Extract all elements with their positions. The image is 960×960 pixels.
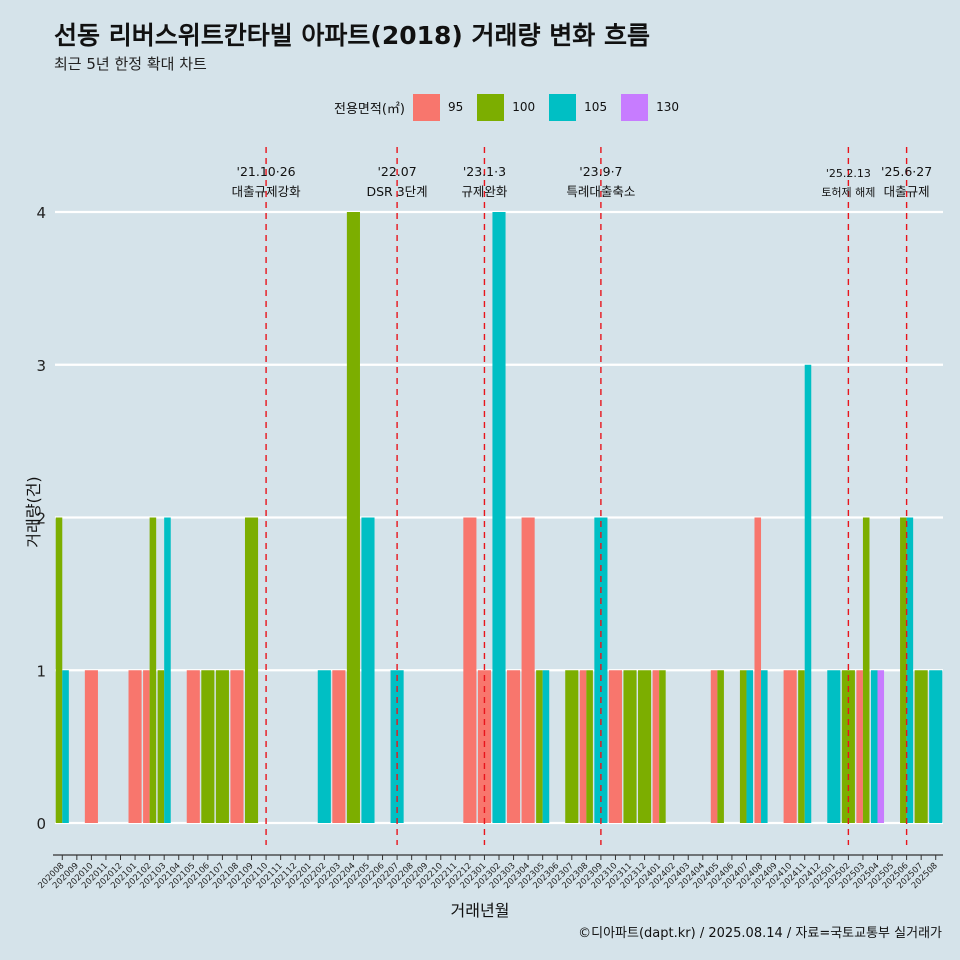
legend-key-105 [549,93,577,121]
bar-202008-105 [62,670,69,823]
bar-202103-100 [157,670,165,823]
bar-202205-105 [361,517,375,823]
bar-202308-100 [586,670,593,823]
event-date-202207: '22.07 [377,164,416,179]
bar-202503-100 [862,517,870,823]
bar-202408-105 [761,670,768,823]
bar-202212-95 [463,517,477,823]
event-date-202502: '25.2.13 [826,167,871,180]
bar-202411-105 [804,364,812,823]
event-label-202110: 대출규제강화 [232,184,302,199]
bar-202303-95 [507,670,521,823]
bar-202311-100 [623,670,637,823]
bar-202202-105 [317,670,331,823]
event-date-202506: '25.6·27 [881,164,932,179]
bar-202411-100 [798,670,805,823]
bar-202508-105 [929,670,943,823]
bar-202405-100 [717,670,724,823]
legend-title: 전용면적(㎡) [334,101,405,117]
bar-202101-95 [128,670,142,823]
legend-label-100: 100 [512,100,536,114]
y-tick-label-0: 0 [36,815,46,833]
bar-202407-105 [746,670,754,823]
event-label-202207: DSR 3단계 [367,184,428,199]
bar-202103-105 [164,517,171,823]
event-date-202309: '23.9·7 [579,164,622,179]
y-tick-label-4: 4 [36,204,46,222]
bar-202203-95 [332,670,346,823]
bar-202310-95 [608,670,623,823]
bar-202504-105 [870,670,878,823]
bar-202405-95 [710,670,718,823]
bar-202102-100 [149,517,157,823]
bar-202307-100 [565,670,579,823]
bar-202107-100 [215,670,229,823]
chart-subtitle: 최근 5년 한정 확대 차트 [54,55,207,73]
legend-label-105: 105 [584,100,608,114]
legend-label-130: 130 [656,100,679,114]
legend-label-95: 95 [447,100,464,114]
bar-202308-95 [579,670,587,823]
bar-202506-105 [906,517,914,823]
bar-202309-105 [594,517,608,823]
event-label-202506: 대출규제 [884,184,930,199]
legend-item-130: 130 [621,93,679,121]
bar-202506-100 [900,517,907,823]
legend-item-100: 100 [477,93,536,121]
bar-202305-100 [536,670,543,823]
event-date-202110: '21.10·26 [237,164,296,179]
bar-202106-100 [201,670,215,823]
bar-202504-130 [877,670,885,823]
y-axis-label: 거래량(건) [24,476,43,548]
bar-202105-95 [186,670,200,823]
y-tick-label-2: 2 [36,510,46,528]
chart-title: 선동 리버스위트칸타빌 아파트(2018) 거래량 변화 흐름 [54,21,650,50]
x-axis-label: 거래년월 [450,901,510,920]
bar-202401-95 [652,670,660,823]
bar-202108-95 [230,670,244,823]
bar-202503-95 [856,670,863,823]
y-tick-label-3: 3 [36,357,46,375]
bar-202204-100 [346,212,360,823]
event-label-202309: 특례대출축소 [566,184,635,199]
bar-202401-100 [659,670,666,823]
bar-202010-95 [84,670,98,823]
bar-202407-100 [739,670,747,823]
bar-202408-95 [754,517,762,823]
event-label-202301: 규제완화 [461,184,508,199]
legend-key-95 [412,93,440,121]
bar-202305-105 [542,670,550,823]
bar-202302-105 [492,212,506,823]
legend-item-95: 95 [412,93,464,121]
bar-202501-105 [827,670,841,823]
bar-202102-95 [143,670,150,823]
bar-202304-95 [521,517,535,823]
bar-202008-100 [55,517,63,823]
bar-202109-100 [244,517,259,823]
y-tick-label-1: 1 [36,662,46,680]
legend-item-105: 105 [549,93,608,121]
legend-key-130 [621,93,649,121]
bar-202312-100 [638,670,652,823]
event-date-202301: '23.1·3 [463,164,506,179]
bar-202410-95 [783,670,797,823]
legend: 전용면적(㎡) 95 100 105 130 [334,93,693,121]
bar-202507-100 [914,670,928,823]
source-caption: ©디아파트(dapt.kr) / 2025.08.14 / 자료=국토교통부 실… [578,926,942,941]
legend-key-100 [477,93,505,121]
event-label-202502: 토허제 해제 [821,185,875,199]
